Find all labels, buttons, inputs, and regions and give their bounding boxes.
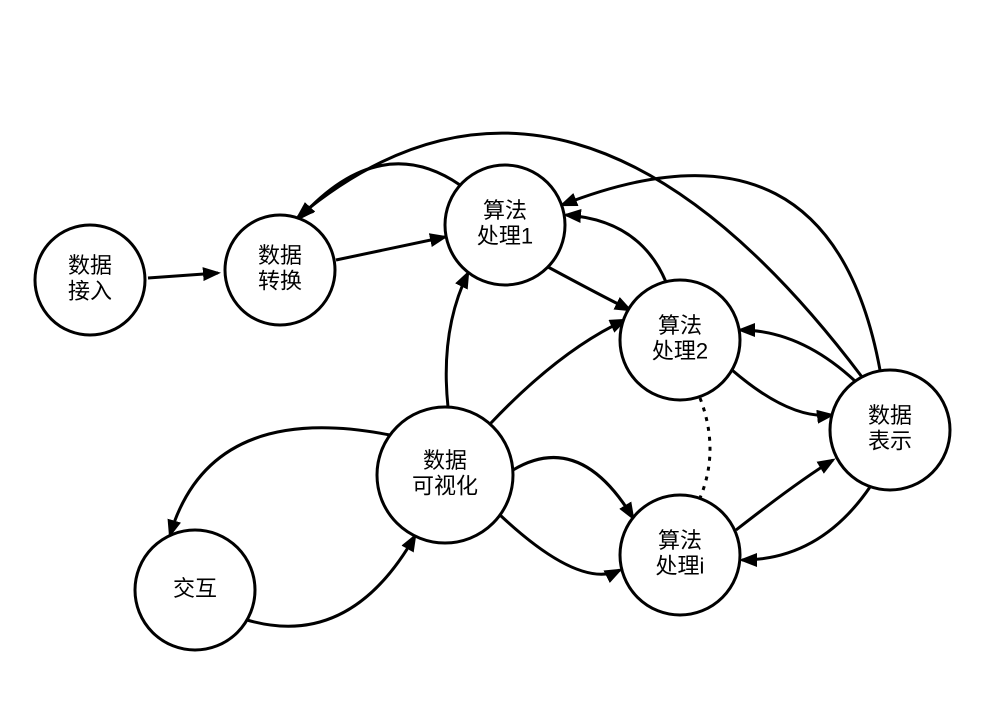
- nodes-layer: 数据接入数据转换算法处理1算法处理2算法处理i数据表示数据可视化交互: [35, 165, 950, 650]
- node-data_repr: 数据表示: [830, 370, 950, 490]
- edge-algoi-to-repr: [736, 460, 833, 530]
- edge-access-to-transform: [148, 273, 218, 278]
- edge-viz-to-algoi-lower: [500, 515, 620, 574]
- node-label-algo2-line1: 处理2: [652, 338, 708, 363]
- edge-viz-to-algo2: [490, 320, 625, 424]
- node-label-interact-line0: 交互: [173, 576, 217, 601]
- node-algo2: 算法处理2: [620, 280, 740, 400]
- node-label-algo1-line0: 算法: [483, 198, 527, 223]
- edge-algo1-to-transform-back: [300, 164, 460, 218]
- edge-interact-to-viz: [247, 536, 415, 626]
- node-label-data_viz-line1: 可视化: [412, 473, 478, 498]
- edge-viz-to-interact: [170, 428, 390, 535]
- node-data_transform: 数据转换: [225, 215, 335, 325]
- edge-algo2-to-repr: [732, 370, 832, 415]
- node-label-algo2-line0: 算法: [658, 313, 702, 338]
- edge-algo1-to-algo2: [548, 267, 630, 310]
- network-diagram: 数据接入数据转换算法处理1算法处理2算法处理i数据表示数据可视化交互: [0, 0, 1000, 707]
- edge-transform-to-algo1: [336, 237, 445, 260]
- node-label-algoi-line1: 处理i: [656, 553, 705, 578]
- edge-algo2-to-algo1: [566, 215, 666, 282]
- edge-repr-to-transform: [298, 133, 862, 377]
- node-interact: 交互: [135, 530, 255, 650]
- node-label-algo1-line1: 处理1: [477, 223, 533, 248]
- node-algo1: 算法处理1: [445, 165, 565, 285]
- node-label-data_repr-line0: 数据: [868, 403, 912, 428]
- edge-algo2-algoi-dotted: [700, 398, 710, 498]
- node-label-data_repr-line1: 表示: [868, 428, 912, 453]
- node-label-data_transform-line1: 转换: [258, 268, 302, 293]
- node-algoi: 算法处理i: [620, 495, 740, 615]
- node-label-data_viz-line0: 数据: [423, 448, 467, 473]
- node-label-algoi-line0: 算法: [658, 528, 702, 553]
- node-data_access: 数据接入: [35, 225, 145, 335]
- node-label-data_access-line0: 数据: [68, 253, 112, 278]
- edge-repr-to-algo2: [740, 330, 855, 381]
- edge-repr-to-algoi: [742, 487, 870, 560]
- node-label-data_access-line1: 接入: [68, 278, 112, 303]
- node-data_viz: 数据可视化: [377, 407, 513, 543]
- node-label-data_transform-line0: 数据: [258, 243, 302, 268]
- edge-viz-to-algoi-upper: [513, 458, 633, 519]
- edge-viz-to-algo1: [446, 273, 468, 407]
